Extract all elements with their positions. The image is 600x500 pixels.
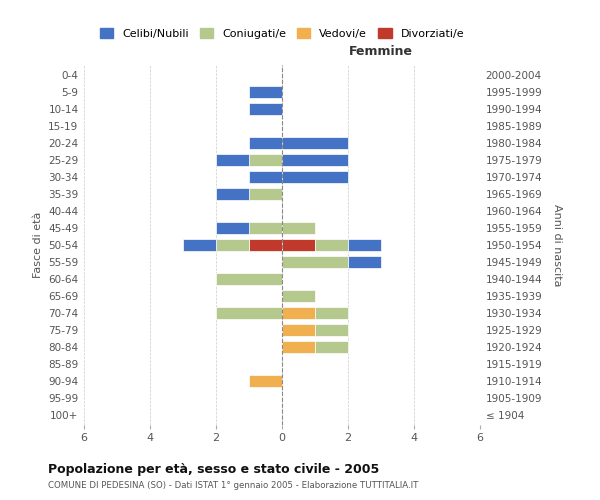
Bar <box>315 324 348 336</box>
Bar <box>216 307 282 319</box>
Y-axis label: Anni di nascita: Anni di nascita <box>552 204 562 286</box>
Bar <box>315 307 348 319</box>
Y-axis label: Fasce di età: Fasce di età <box>32 212 43 278</box>
Bar <box>282 307 315 319</box>
Bar <box>249 222 282 234</box>
Bar <box>282 256 348 268</box>
Bar <box>249 239 282 251</box>
Bar <box>315 239 348 251</box>
Bar <box>282 137 348 149</box>
Bar <box>348 256 381 268</box>
Bar <box>249 171 282 183</box>
Bar <box>249 137 282 149</box>
Text: Popolazione per età, sesso e stato civile - 2005: Popolazione per età, sesso e stato civil… <box>48 462 379 475</box>
Bar <box>216 273 282 285</box>
Text: COMUNE DI PEDESINA (SO) - Dati ISTAT 1° gennaio 2005 - Elaborazione TUTTITALIA.I: COMUNE DI PEDESINA (SO) - Dati ISTAT 1° … <box>48 481 418 490</box>
Text: Femmine: Femmine <box>349 45 413 58</box>
Bar <box>282 171 348 183</box>
Bar <box>249 188 282 200</box>
Bar <box>282 341 315 353</box>
Bar <box>249 86 282 98</box>
Bar <box>249 375 282 387</box>
Bar <box>216 222 249 234</box>
Bar <box>282 290 315 302</box>
Bar <box>282 222 315 234</box>
Bar <box>183 239 216 251</box>
Bar <box>282 324 315 336</box>
Bar <box>216 239 249 251</box>
Bar <box>249 103 282 115</box>
Bar <box>216 154 249 166</box>
Bar <box>282 154 348 166</box>
Legend: Celibi/Nubili, Coniugati/e, Vedovi/e, Divorziati/e: Celibi/Nubili, Coniugati/e, Vedovi/e, Di… <box>95 24 469 44</box>
Bar <box>348 239 381 251</box>
Bar <box>315 341 348 353</box>
Bar <box>249 154 282 166</box>
Bar <box>282 239 315 251</box>
Bar <box>216 188 249 200</box>
